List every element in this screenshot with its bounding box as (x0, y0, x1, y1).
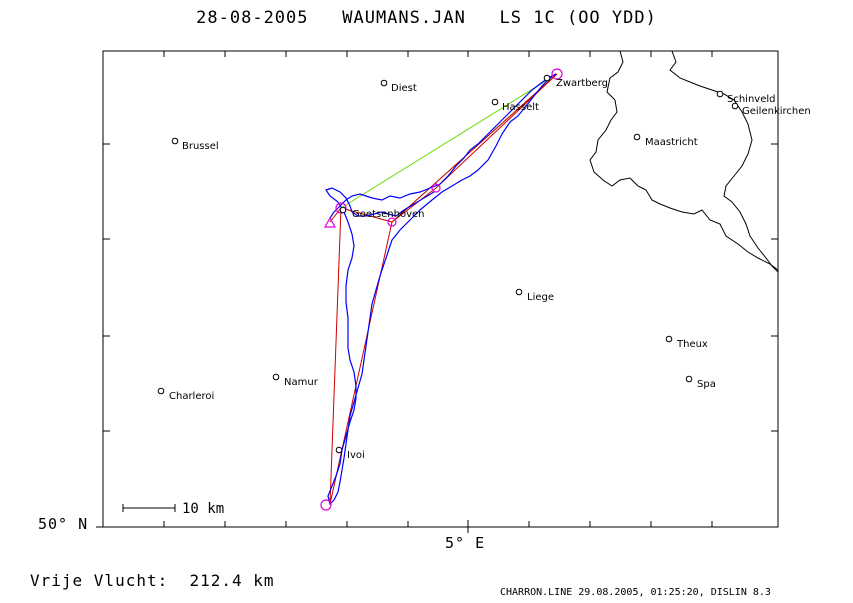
longitude-label: 5° E (445, 534, 486, 552)
place-marker-hasselt (491, 98, 499, 106)
sector-lines (340, 73, 558, 223)
map-title: 28-08-2005 WAUMANS.JAN LS 1C (OO YDD) (0, 8, 853, 28)
turnpoints (320, 68, 563, 511)
place-markers (157, 74, 739, 454)
scale-bar: 10 km (122, 501, 224, 517)
place-label-zwartberg: Zwartberg (556, 78, 608, 89)
place-marker-liege (515, 288, 523, 296)
place-marker-goetsenhoven (339, 206, 347, 214)
glider-name: LS 1C (OO YDD) (499, 8, 657, 28)
place-marker-diest (380, 79, 388, 87)
place-label-ivoi: Ivoi (347, 450, 365, 461)
place-label-diest: Diest (391, 83, 417, 94)
place-label-theux: Theux (676, 339, 708, 350)
place-label-spa: Spa (697, 379, 716, 390)
place-marker-theux (665, 335, 673, 343)
map-frame (102, 50, 779, 528)
software-credit: CHARRON.LINE 29.08.2005, 01:25:20, DISLI… (500, 587, 771, 598)
place-label-hasselt: Hasselt (502, 102, 539, 113)
country-border (589, 50, 779, 271)
place-marker-namur (272, 373, 280, 381)
latitude-label: 50° N (38, 515, 89, 533)
flight-track (325, 73, 557, 506)
country-border-de (669, 50, 779, 273)
place-label-charleroi: Charleroi (169, 391, 214, 402)
place-label-maastricht: Maastricht (645, 137, 698, 148)
turnpoint-goetsenhoven (335, 202, 347, 214)
distance-summary: Vrije Vlucht: 212.4 km (30, 571, 275, 590)
pilot-name: WAUMANS.JAN (342, 8, 466, 28)
place-label-geilenkirchen: Geilenkirchen (742, 106, 811, 117)
place-label-namur: Namur (284, 377, 319, 388)
start-triangle (323, 216, 337, 228)
place-label-goetsenhoven: Goetsenhoven (352, 209, 425, 220)
flight-date: 28-08-2005 (196, 8, 309, 28)
place-labels: Diest Zwartberg Hasselt Schinveld Geilen… (169, 78, 811, 461)
place-marker-ivoi (335, 446, 343, 454)
place-marker-maastricht (633, 133, 641, 141)
distance-label: Vrije Vlucht: (30, 571, 169, 590)
place-label-liege: Liege (527, 292, 554, 303)
axis-ticks (96, 51, 778, 533)
turnpoint-zwartberg (551, 68, 563, 80)
scale-bar-label: 10 km (182, 501, 224, 517)
place-marker-geilenkirchen (731, 102, 739, 110)
distance-value: 212.4 km (189, 571, 275, 590)
place-marker-charleroi (157, 387, 165, 395)
place-marker-zwartberg (543, 74, 551, 82)
turnpoint-mid (431, 183, 441, 193)
place-marker-spa (685, 375, 693, 383)
place-marker-schinveld (716, 90, 724, 98)
turnpoint-ivoi (320, 499, 332, 511)
turnpoint-south (387, 217, 397, 227)
place-marker-brussel (171, 137, 179, 145)
place-label-schinveld: Schinveld (727, 94, 776, 105)
task-line (329, 73, 558, 505)
place-label-brussel: Brussel (182, 141, 219, 152)
